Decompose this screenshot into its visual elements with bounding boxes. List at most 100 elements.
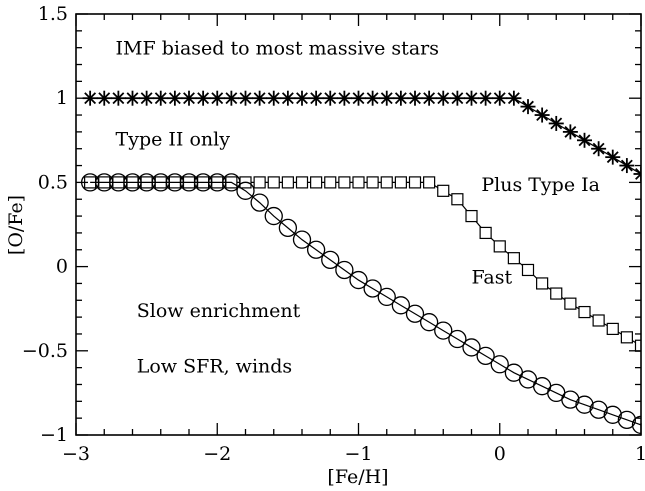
star-point xyxy=(294,90,310,106)
square-point xyxy=(437,184,450,197)
y-tick-label: 1 xyxy=(56,87,68,109)
circle-point xyxy=(617,410,637,429)
star-point xyxy=(336,90,352,106)
star-point xyxy=(252,90,268,106)
circle-point xyxy=(95,173,114,192)
y-tick-label: 0.5 xyxy=(38,171,68,193)
circle-point xyxy=(476,346,495,366)
x-tick-label: −2 xyxy=(203,443,231,465)
circle-point xyxy=(165,173,185,192)
circle-point xyxy=(434,321,453,340)
star-point xyxy=(577,132,592,148)
y-tick-label: −1 xyxy=(40,424,68,446)
x-tick-label: −3 xyxy=(62,443,90,465)
annotation: Fast xyxy=(472,266,513,288)
star-point xyxy=(139,90,155,106)
circle-point xyxy=(193,173,213,192)
circle-point xyxy=(335,260,354,280)
square-point xyxy=(295,176,309,189)
square-point xyxy=(564,297,577,310)
square-point xyxy=(550,287,563,300)
star-point xyxy=(238,90,253,106)
y-axis-label: [O/Fe] xyxy=(5,195,27,255)
circle-point xyxy=(264,206,283,226)
star-point xyxy=(351,90,366,106)
circle-point xyxy=(109,173,128,192)
star-point xyxy=(209,90,225,106)
star-point xyxy=(365,90,381,106)
square-point xyxy=(620,331,633,344)
square-point xyxy=(394,176,407,189)
annotation: Low SFR, winds xyxy=(137,356,292,378)
star-point xyxy=(421,90,437,106)
square-point xyxy=(408,176,422,189)
star-point xyxy=(379,90,395,106)
square-point xyxy=(507,252,520,265)
circle-point xyxy=(179,173,199,192)
star-point xyxy=(520,99,536,115)
star-point xyxy=(280,90,296,106)
circle-point xyxy=(208,173,227,192)
square-point xyxy=(634,339,641,352)
star-point xyxy=(110,90,126,106)
y-tick-label: −0.5 xyxy=(22,340,68,362)
circle-point xyxy=(292,230,312,249)
circle-point xyxy=(250,193,269,212)
star-point xyxy=(435,90,451,106)
circle-point xyxy=(462,338,481,357)
square-point xyxy=(380,176,393,189)
circle-point xyxy=(123,173,142,192)
circle-point xyxy=(236,181,255,200)
square-point xyxy=(267,176,280,189)
circle-point xyxy=(151,173,170,192)
star-point xyxy=(492,90,508,106)
annotation: Plus Type Ia xyxy=(481,174,600,196)
square-point xyxy=(578,305,591,319)
circle-point xyxy=(575,395,594,414)
square-point xyxy=(536,277,549,290)
star-point xyxy=(619,158,635,174)
circle-point xyxy=(490,355,509,374)
square-point xyxy=(451,193,464,206)
star-point xyxy=(96,90,112,106)
star-point xyxy=(591,141,607,157)
star-point xyxy=(506,90,522,106)
square-point xyxy=(253,176,266,189)
annotation: Type II only xyxy=(116,128,231,150)
square-point xyxy=(465,209,478,223)
x-tick-label: 1 xyxy=(635,443,645,465)
star-point xyxy=(125,90,140,106)
square-point xyxy=(366,176,379,189)
square-point xyxy=(324,176,337,189)
annotation: Slow enrichment xyxy=(137,300,301,322)
star-point xyxy=(633,166,641,182)
circle-point xyxy=(631,415,641,435)
square-point xyxy=(493,240,506,253)
star-point xyxy=(548,115,564,131)
x-tick-label: −1 xyxy=(344,443,372,465)
star-point xyxy=(223,90,239,106)
square-point xyxy=(592,314,605,327)
circle-point xyxy=(405,304,425,323)
circle-point xyxy=(321,250,340,270)
circle-point xyxy=(222,173,241,192)
circle-point xyxy=(589,400,608,419)
annotation: IMF biased to most massive stars xyxy=(116,37,439,59)
star-point xyxy=(605,149,621,165)
circle-point xyxy=(363,279,382,298)
star-point xyxy=(534,107,550,123)
star-point xyxy=(181,90,197,106)
y-tick-label: 1.5 xyxy=(38,3,68,25)
square-point xyxy=(521,263,535,277)
star-point xyxy=(266,90,282,106)
circle-point xyxy=(349,270,368,290)
star-point xyxy=(393,90,409,106)
square-point xyxy=(310,176,323,189)
square-point xyxy=(606,322,619,336)
circle-point xyxy=(377,287,396,307)
square-point xyxy=(479,226,492,240)
square-point xyxy=(281,176,294,189)
x-axis-label: [Fe/H] xyxy=(327,466,388,488)
star-point xyxy=(153,90,169,106)
